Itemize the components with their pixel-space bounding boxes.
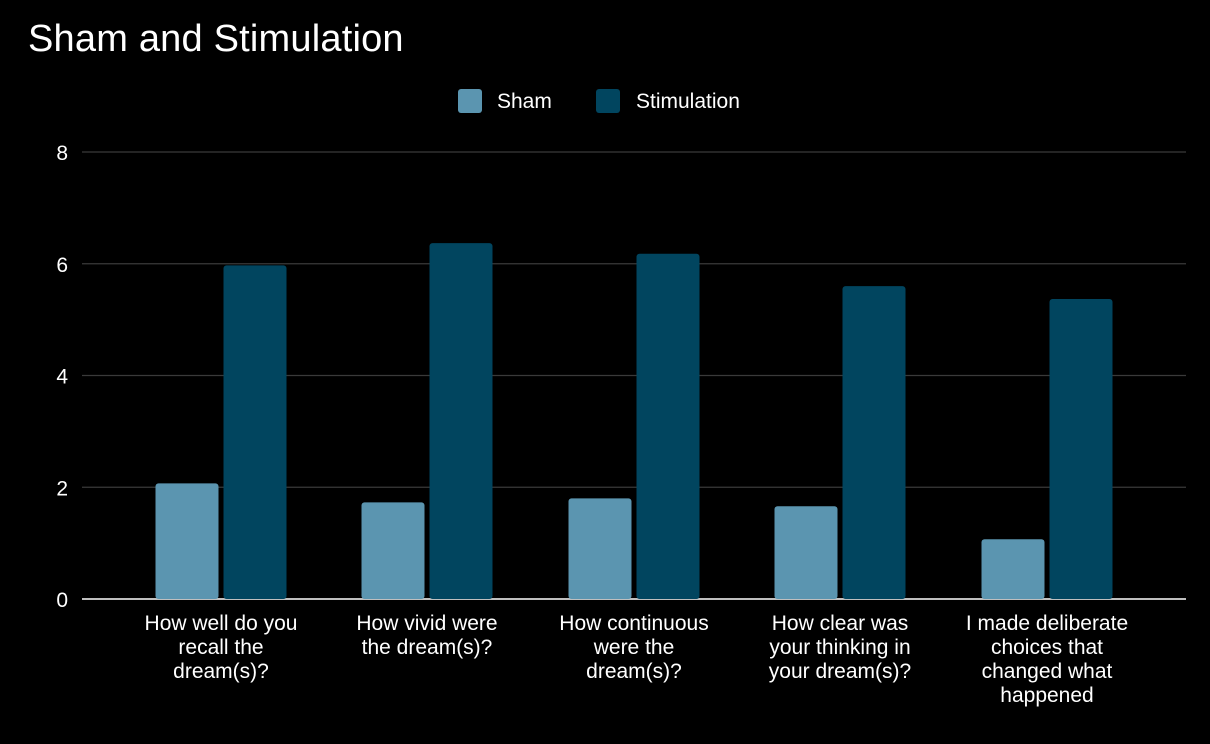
bar-stimulation xyxy=(223,265,287,599)
y-tick-label: 8 xyxy=(56,142,68,165)
x-tick-label: How well do you recall the dream(s)? xyxy=(145,612,298,683)
legend-swatch-sham xyxy=(458,89,482,113)
legend-label-sham: Sham xyxy=(497,90,552,113)
bar-sham xyxy=(774,506,838,599)
y-tick-label: 0 xyxy=(56,589,68,612)
legend-label-stimulation: Stimulation xyxy=(636,90,740,113)
x-tick-label: How clear was your thinking in your dream(… xyxy=(769,612,911,683)
x-tick-label: I made deliberate choices that changed wha… xyxy=(966,612,1128,707)
bar-sham xyxy=(361,502,425,599)
bar-stimulation xyxy=(636,253,700,599)
bar-stimulation xyxy=(1049,298,1113,599)
bar-sham xyxy=(568,498,632,599)
bar-sham xyxy=(155,483,219,599)
legend-swatch-stimulation xyxy=(596,89,620,113)
bar-stimulation xyxy=(429,243,493,600)
y-tick-label: 2 xyxy=(56,477,68,500)
y-tick-label: 4 xyxy=(56,366,68,389)
bar-sham xyxy=(981,539,1045,599)
x-tick-label: How continuous were the dream(s)? xyxy=(559,612,708,683)
bar-stimulation xyxy=(842,286,906,599)
y-tick-label: 6 xyxy=(56,254,68,277)
chart-title: Sham and Stimulation xyxy=(28,18,404,60)
x-tick-label: How vivid were the dream(s)? xyxy=(356,612,497,659)
